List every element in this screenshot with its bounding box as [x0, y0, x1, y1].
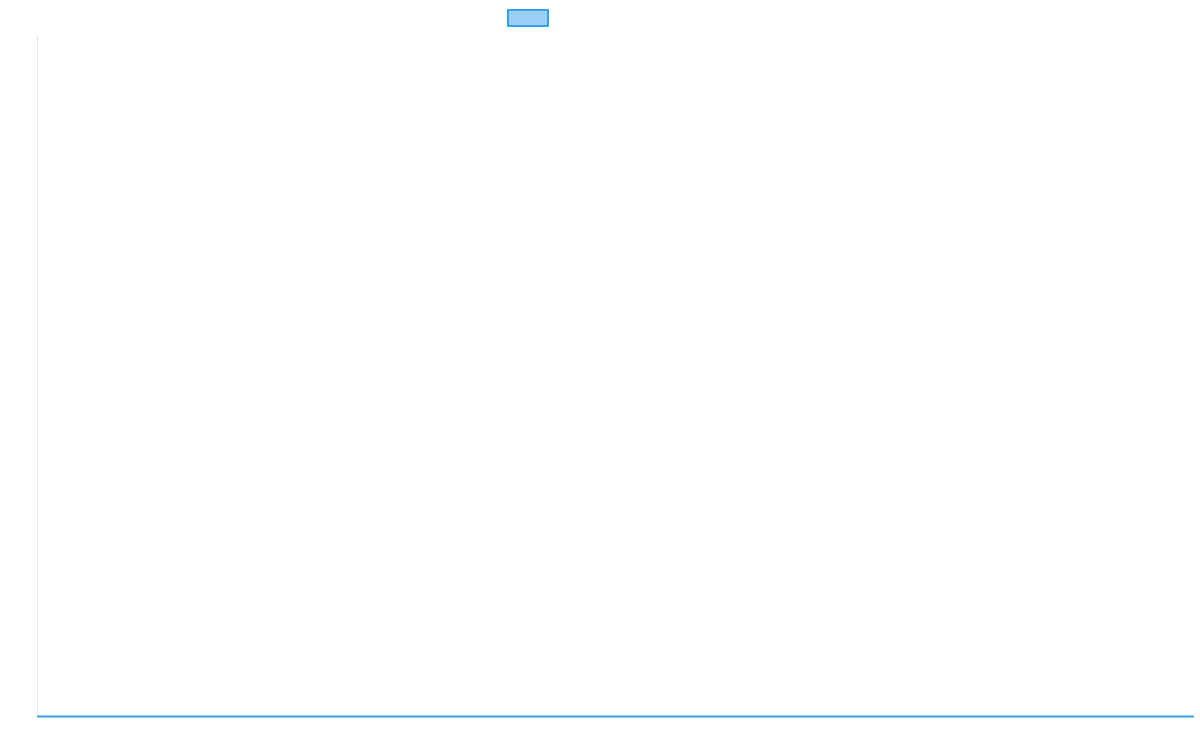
legend-swatch[interactable] [507, 9, 549, 27]
